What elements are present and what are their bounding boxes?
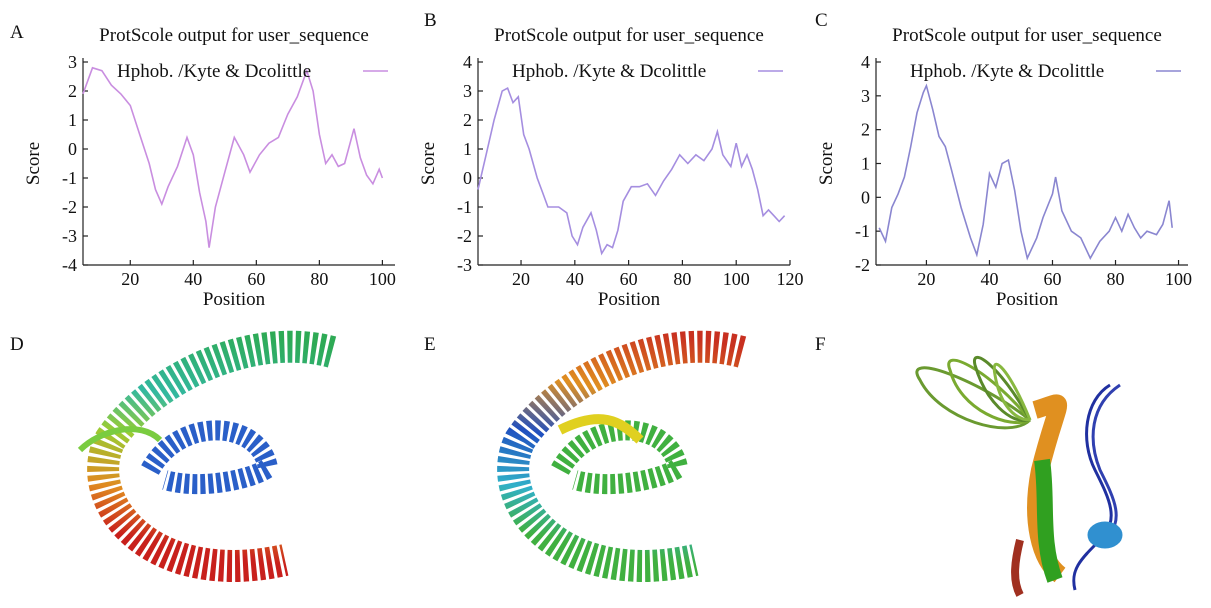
- line-series: [477, 86, 786, 256]
- x-tick-label: 80: [310, 269, 328, 289]
- panel-label: E: [424, 334, 436, 355]
- x-tick-label: 100: [369, 269, 396, 289]
- y-tick-label: -4: [62, 255, 77, 275]
- x-tick-label: 20: [917, 269, 935, 289]
- x-tick-label: 60: [1043, 269, 1061, 289]
- y-tick-label: 0: [68, 139, 77, 159]
- y-tick-label: -2: [855, 255, 870, 275]
- y-tick-label: 3: [861, 86, 870, 106]
- y-tick-label: -3: [62, 226, 77, 246]
- chart-title: ProtScole output for user_sequence: [892, 25, 1162, 46]
- y-tick-label: 1: [463, 139, 472, 159]
- x-tick-label: 80: [673, 269, 691, 289]
- panel-label: A: [10, 22, 24, 43]
- y-tick-label: -1: [62, 168, 77, 188]
- panel-label: B: [424, 10, 437, 31]
- panel-label: F: [815, 334, 826, 355]
- y-tick-label: -1: [855, 221, 870, 241]
- x-axis-label: Position: [996, 289, 1059, 310]
- y-tick-label: -3: [457, 255, 472, 275]
- x-tick-label: 80: [1107, 269, 1125, 289]
- y-tick-label: 3: [463, 81, 472, 101]
- y-tick-label: 1: [68, 110, 77, 130]
- y-axis-label: Score: [23, 142, 44, 185]
- y-tick-label: 2: [68, 81, 77, 101]
- y-tick-label: -2: [62, 197, 77, 217]
- line-series: [82, 66, 384, 248]
- x-tick-label: 100: [723, 269, 750, 289]
- x-tick-label: 40: [184, 269, 202, 289]
- panel-label: D: [10, 334, 24, 355]
- y-tick-label: 4: [861, 52, 870, 72]
- y-tick-label: 3: [68, 52, 77, 72]
- y-tick-label: 2: [861, 120, 870, 140]
- line-series: [878, 83, 1173, 261]
- x-tick-label: 60: [247, 269, 265, 289]
- x-tick-label: 20: [512, 269, 530, 289]
- y-tick-label: -2: [457, 226, 472, 246]
- y-tick-label: 1: [861, 154, 870, 174]
- x-tick-label: 40: [980, 269, 998, 289]
- y-tick-label: 0: [861, 187, 870, 207]
- x-tick-label: 120: [777, 269, 804, 289]
- x-tick-label: 100: [1165, 269, 1192, 289]
- y-tick-label: 2: [463, 110, 472, 130]
- y-tick-label: 4: [463, 52, 472, 72]
- y-axis-label: Score: [418, 142, 439, 185]
- legend-label: Hphob. /Kyte & Dcolittle: [910, 61, 1104, 82]
- x-tick-label: 40: [566, 269, 584, 289]
- y-tick-label: 0: [463, 168, 472, 188]
- x-tick-label: 20: [121, 269, 139, 289]
- y-axis-label: Score: [816, 142, 837, 185]
- chart-title: ProtScole output for user_sequence: [494, 25, 764, 46]
- y-tick-label: -1: [457, 197, 472, 217]
- legend-label: Hphob. /Kyte & Dcolittle: [512, 61, 706, 82]
- x-axis-label: Position: [598, 289, 661, 310]
- chart-title: ProtScole output for user_sequence: [99, 25, 369, 46]
- protein-structure-d: [77, 330, 337, 582]
- panel-label: C: [815, 10, 828, 31]
- x-tick-label: 60: [620, 269, 638, 289]
- protein-structure-f: [915, 355, 1123, 597]
- legend-label: Hphob. /Kyte & Dcolittle: [117, 61, 311, 82]
- x-axis-label: Position: [203, 289, 266, 310]
- protein-structure-e: [497, 330, 747, 582]
